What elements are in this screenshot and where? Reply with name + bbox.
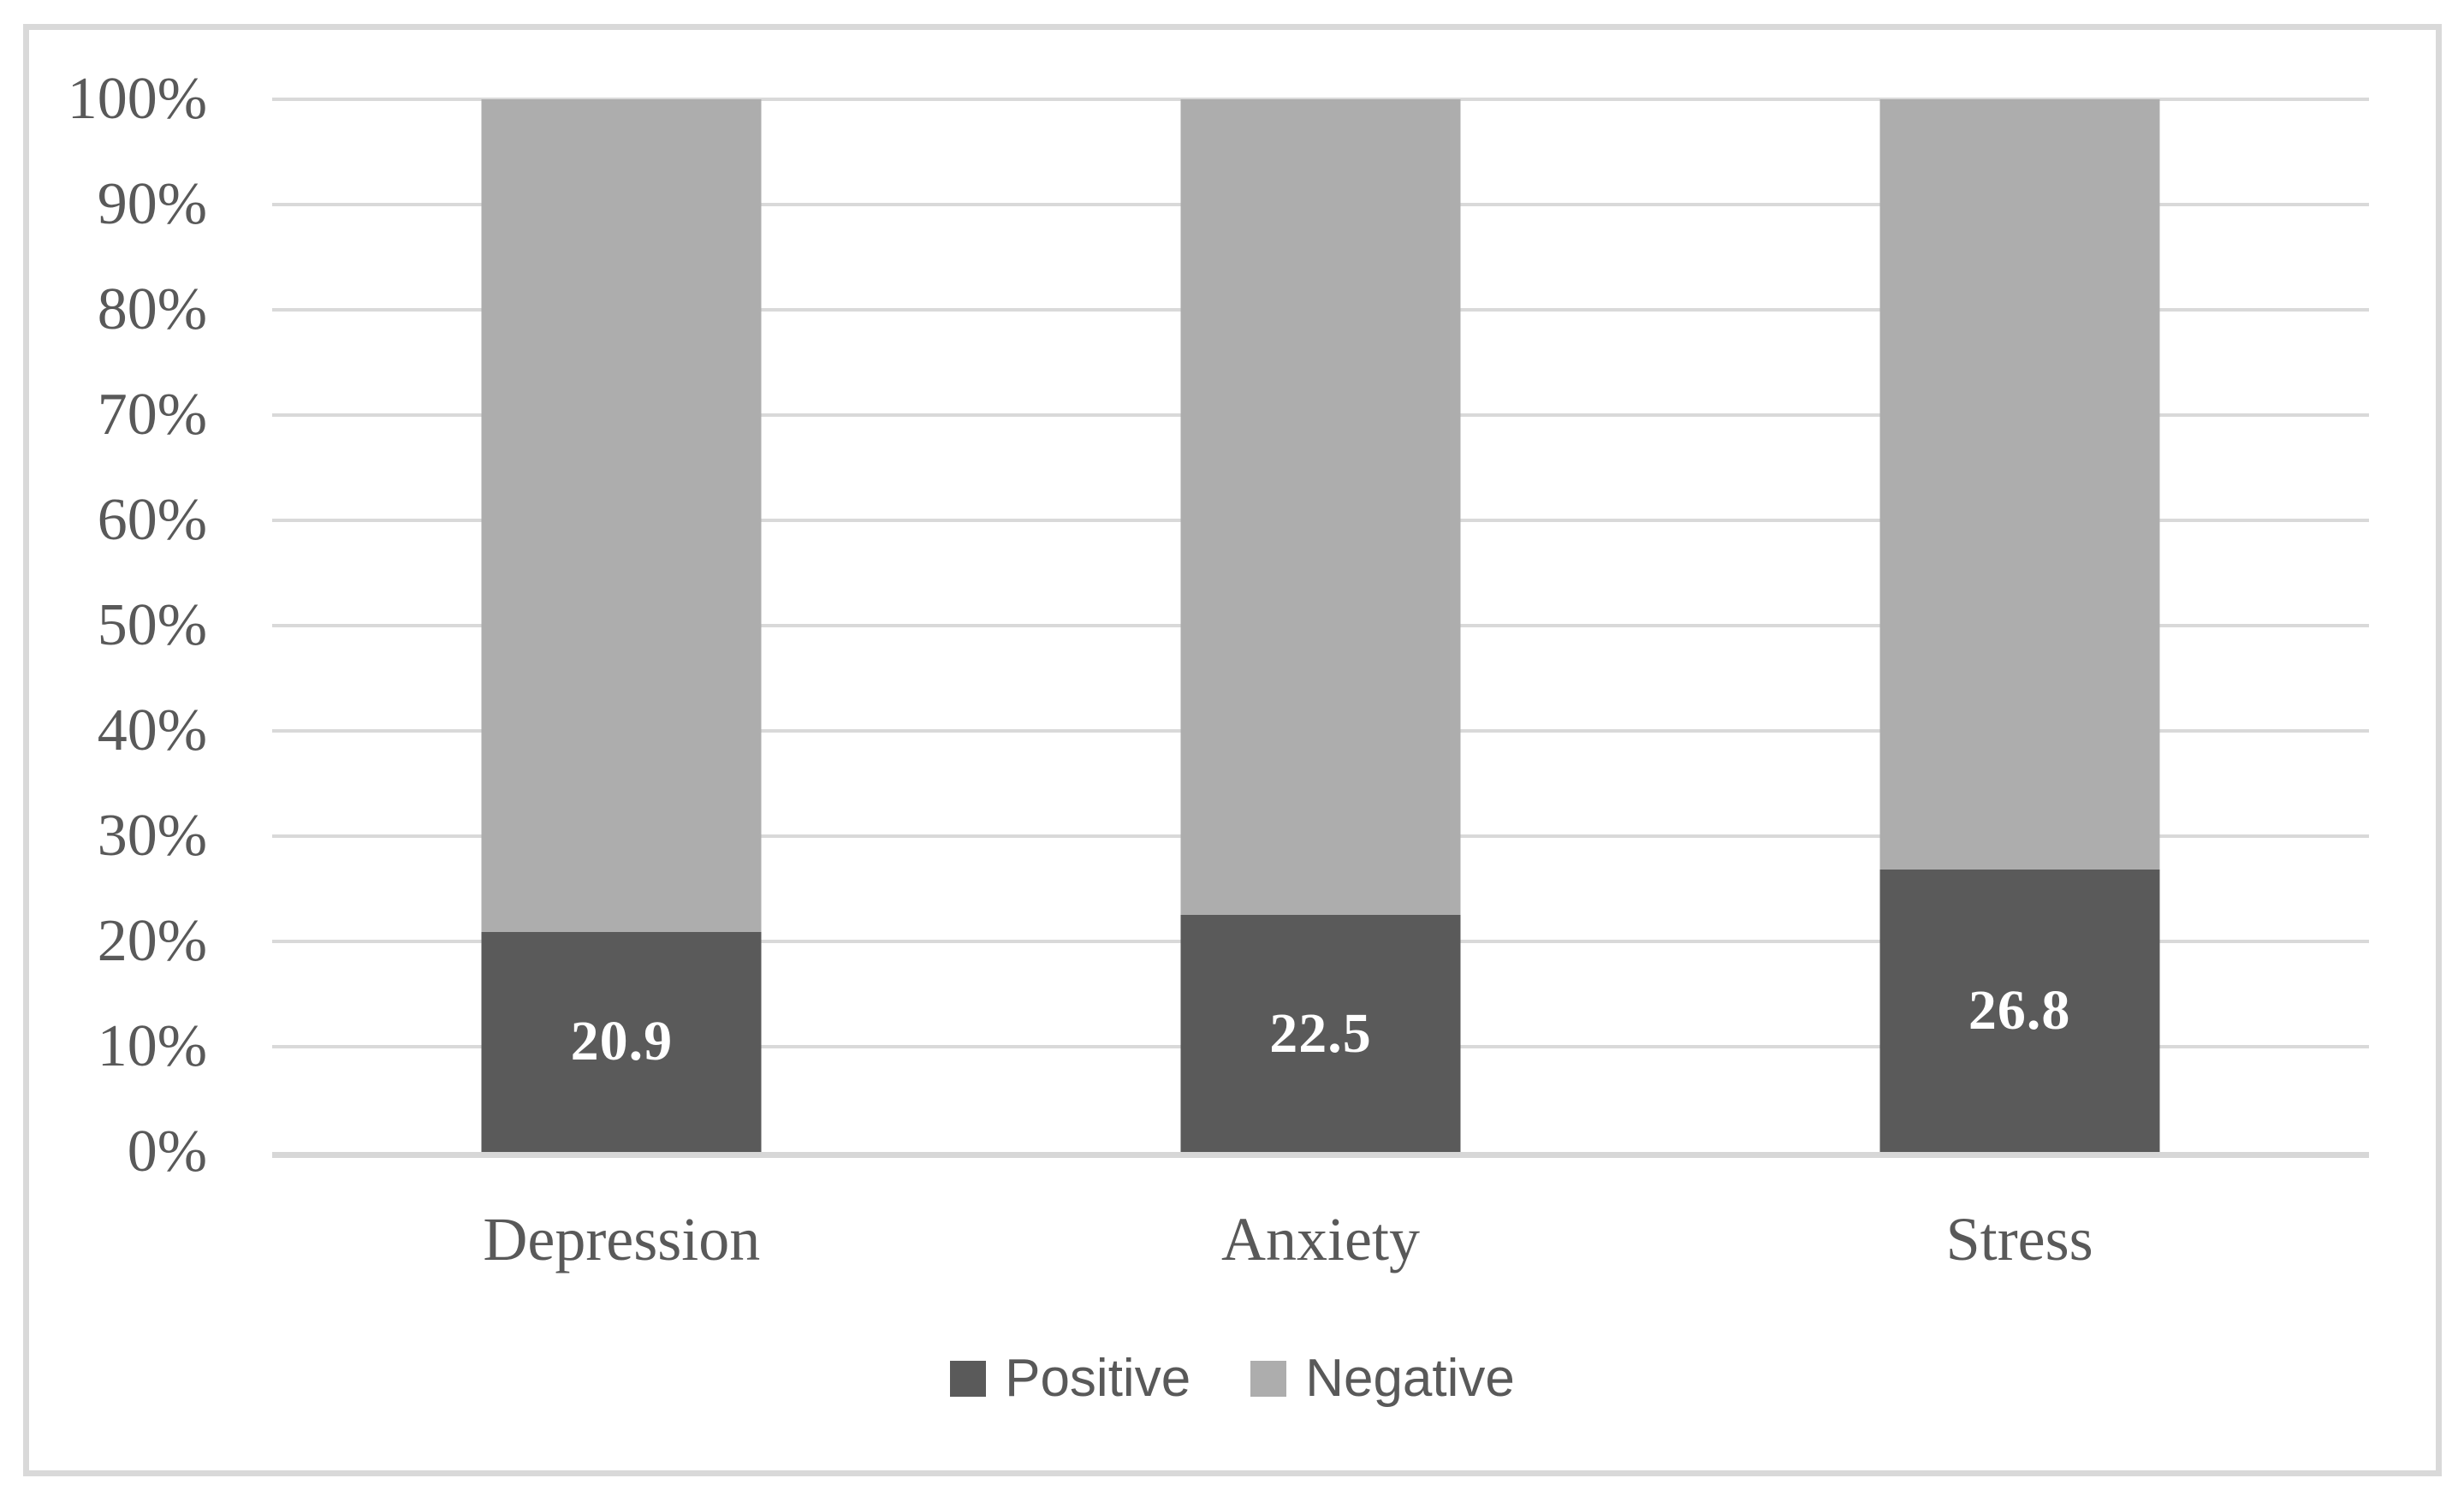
y-tick-label: 50% <box>97 592 207 658</box>
bar-anxiety: 22.5 <box>1180 99 1461 1152</box>
y-tick-label: 0% <box>127 1119 207 1184</box>
y-tick-label: 90% <box>97 171 207 237</box>
legend-swatch-icon <box>950 1361 987 1397</box>
legend: Positive Negative <box>23 1340 2442 1417</box>
legend-label: Negative <box>1305 1349 1515 1408</box>
data-label: 20.9 <box>570 1010 674 1073</box>
y-axis-tick-labels: 0% 10% 20% 30% 40% 50% 60% 70% 80% 90% 100% <box>34 69 207 1182</box>
data-label: 26.8 <box>1968 979 2071 1042</box>
y-tick-label: 80% <box>97 276 207 342</box>
y-tick-label: 30% <box>97 803 207 869</box>
y-tick-label: 10% <box>97 1013 207 1079</box>
bar-segment-positive: 20.9 <box>481 931 762 1152</box>
y-tick-label: 20% <box>97 908 207 974</box>
y-tick-label: 70% <box>97 382 207 448</box>
category-label-anxiety: Anxiety <box>1221 1205 1420 1273</box>
legend-item-negative: Negative <box>1250 1352 1515 1405</box>
category-axis-labels: Depression Anxiety Stress <box>272 1200 2369 1294</box>
bar-segment-positive: 26.8 <box>1879 870 2160 1152</box>
bar-segment-negative <box>481 99 762 932</box>
bar-stress: 26.8 <box>1879 99 2160 1152</box>
y-tick-label: 40% <box>97 698 207 763</box>
bar-depression: 20.9 <box>481 99 762 1152</box>
legend-label: Positive <box>1005 1349 1191 1408</box>
y-tick-label: 100% <box>67 66 207 132</box>
legend-swatch-icon <box>1250 1361 1287 1397</box>
category-label-depression: Depression <box>483 1205 761 1273</box>
legend-item-positive: Positive <box>950 1352 1190 1405</box>
category-label-stress: Stress <box>1945 1205 2093 1273</box>
data-label: 22.5 <box>1269 1001 1372 1065</box>
bar-segment-positive: 22.5 <box>1180 915 1461 1152</box>
plot-area: 20.9 22.5 26.8 <box>272 98 2369 1158</box>
y-tick-label: 60% <box>97 487 207 553</box>
bar-segment-negative <box>1180 99 1461 916</box>
bar-segment-negative <box>1879 99 2160 870</box>
x-axis-line <box>272 1152 2369 1158</box>
